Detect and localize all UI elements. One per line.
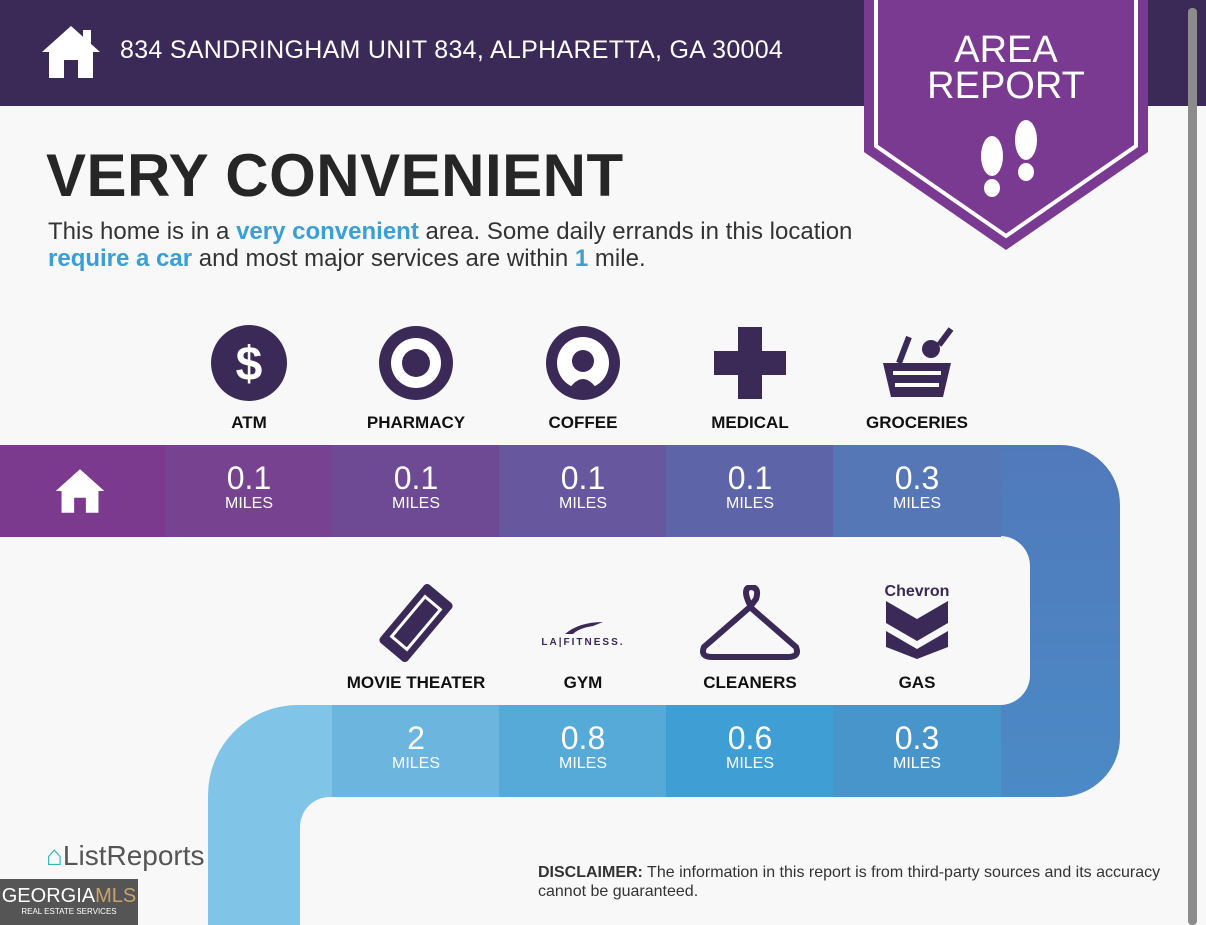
chevron-logo: Chevron — [833, 580, 1001, 665]
georgia-mls-logo: GEORGIAMLS REAL ESTATE SERVICES — [0, 879, 138, 925]
distance-unit: MILES — [892, 495, 941, 512]
distance-value: 0.3 — [894, 720, 940, 756]
distance-unit: MILES — [725, 755, 774, 772]
service-label: GAS — [898, 673, 936, 692]
home-icon — [42, 26, 100, 78]
distance-unit: MILES — [391, 495, 440, 512]
service-label: MOVIE THEATER — [346, 673, 486, 692]
ticket-icon — [332, 580, 500, 665]
distance-cell: 0.1 MILES — [332, 445, 500, 537]
distance-value: 0.1 — [226, 460, 272, 496]
service-label: ATM — [231, 413, 267, 432]
distance-value: 0.8 — [560, 720, 606, 756]
la-fitness-logo: LA|FITNESS. — [499, 580, 667, 665]
distance-cell: 0.1 MILES — [165, 445, 333, 537]
service-label: CLEANERS — [703, 673, 797, 692]
distance-cell: 0.1 MILES — [499, 445, 667, 537]
distance-cell: 2 MILES — [332, 705, 500, 797]
service-label: GROCERIES — [865, 413, 969, 432]
distance-unit: MILES — [391, 755, 440, 772]
scrollbar[interactable] — [1188, 8, 1197, 925]
distance-value: 0.6 — [727, 720, 773, 756]
disclaimer: DISCLAIMER: The information in this repo… — [538, 864, 1161, 900]
service-label: GYM — [563, 673, 603, 692]
distance-unit: MILES — [725, 495, 774, 512]
distance-value: 0.1 — [727, 460, 773, 496]
footprints-icon — [981, 120, 1037, 197]
service-label: COFFEE — [548, 413, 618, 432]
distance-cell: 0.8 MILES — [499, 705, 667, 797]
home-cell — [0, 445, 165, 537]
service-label: PHARMACY — [366, 413, 466, 432]
dollar-icon: $ — [165, 320, 333, 405]
distance-cell: 0.3 MILES — [833, 705, 1001, 797]
distance-value: 0.1 — [393, 460, 439, 496]
badge-line2: REPORT — [927, 65, 1085, 107]
page-title: VERY CONVENIENT — [46, 142, 624, 209]
service-label: MEDICAL — [711, 413, 789, 432]
distance-cell: 0.1 MILES — [666, 445, 834, 537]
description: This home is in a very convenient area. … — [48, 218, 853, 272]
starbucks-icon — [499, 320, 667, 405]
distance-unit: MILES — [892, 755, 941, 772]
distance-cell: 0.3 MILES — [833, 445, 1001, 537]
badge-line1: AREA — [954, 29, 1058, 71]
svg-text:$: $ — [236, 338, 263, 391]
distance-unit: MILES — [558, 495, 607, 512]
distance-unit: MILES — [558, 755, 607, 772]
distance-value: 0.1 — [560, 460, 606, 496]
medical-cross-icon — [666, 320, 834, 405]
distance-unit: MILES — [224, 495, 273, 512]
area-report-badge — [864, 0, 1148, 250]
basket-icon — [833, 320, 1001, 405]
home-icon — [55, 469, 105, 513]
target-icon — [332, 320, 500, 405]
distance-cell: 0.6 MILES — [666, 705, 834, 797]
property-address: 834 SANDRINGHAM UNIT 834, ALPHARETTA, GA… — [120, 36, 784, 64]
hanger-icon — [666, 580, 834, 665]
logo-text: Chevron — [884, 583, 950, 600]
listreports-logo: ⌂ListReports — [46, 840, 205, 871]
distance-value: 0.3 — [894, 460, 940, 496]
logo-text: LA|FITNESS. — [541, 636, 625, 648]
distance-value: 2 — [407, 720, 425, 756]
